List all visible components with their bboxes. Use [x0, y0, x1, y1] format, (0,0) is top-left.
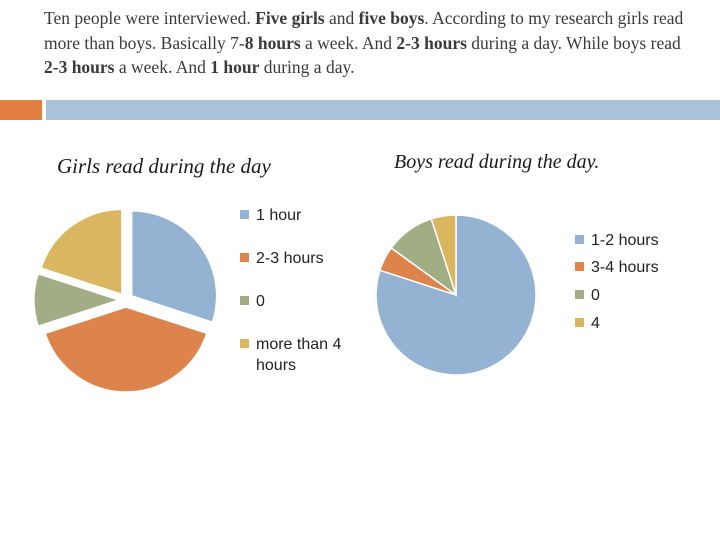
accent-bar-orange [0, 100, 42, 120]
legend-label: 3-4 hours [591, 259, 659, 276]
legend-label: 2-3 hours [256, 250, 324, 267]
intro-segment: 1 hour [210, 57, 260, 77]
intro-segment: a week. And [114, 57, 211, 77]
intro-segment: Ten people were interviewed. [44, 8, 256, 28]
legend-item: 0 [240, 291, 265, 312]
legend-swatch [575, 235, 584, 244]
intro-segment: Five girls [255, 8, 325, 28]
legend-swatch [240, 210, 249, 219]
pie-slice-2-3-hours [44, 306, 208, 393]
intro-segment: a week. And [300, 32, 397, 53]
legend-swatch [240, 296, 249, 305]
intro-segment: 8 hours [244, 32, 301, 53]
legend-swatch [575, 262, 584, 271]
legend-swatch [240, 339, 249, 348]
girls-chart-title: Girls read during the day [57, 154, 271, 178]
legend-item: 2-3 hours [240, 248, 324, 269]
intro-paragraph: Ten people were interviewed. Five girls … [44, 6, 694, 80]
pie-slice-0 [33, 272, 122, 328]
intro-segment: during a day. [259, 57, 355, 77]
pie-slice-4 [430, 214, 457, 296]
legend-swatch [575, 290, 584, 299]
intro-segment: five boys [358, 8, 425, 28]
legend-swatch [240, 253, 249, 262]
intro-segment: during a day. While boys read [466, 32, 681, 53]
legend-item: 0 [575, 285, 600, 306]
boys-chart-title: Boys read during the day. [394, 151, 600, 173]
legend-label: 1-2 hours [591, 232, 659, 249]
legend-label: more than 4 hours [256, 336, 342, 374]
accent-bar-blue [46, 100, 720, 120]
legend-item: more than 4 hours [240, 334, 346, 376]
legend-item: 4 [575, 313, 600, 334]
legend-label: 0 [591, 287, 600, 304]
legend-label: 1 hour [256, 207, 302, 224]
legend-label: 0 [256, 293, 265, 310]
pie-slice-1-hour [130, 210, 218, 324]
legend-item: 3-4 hours [575, 257, 659, 278]
intro-segment: . According to my research girls read mo… [44, 8, 684, 53]
legend-swatch [575, 318, 584, 327]
legend-item: 1 hour [240, 205, 301, 226]
pie-slice-more-than-4-hours [40, 208, 123, 296]
intro-segment: and [324, 8, 359, 28]
intro-segment: 2-3 hours [44, 57, 115, 77]
legend-item: 1-2 hours [575, 230, 659, 251]
intro-segment: 2-3 hours [396, 32, 467, 53]
legend-label: 4 [591, 315, 600, 332]
